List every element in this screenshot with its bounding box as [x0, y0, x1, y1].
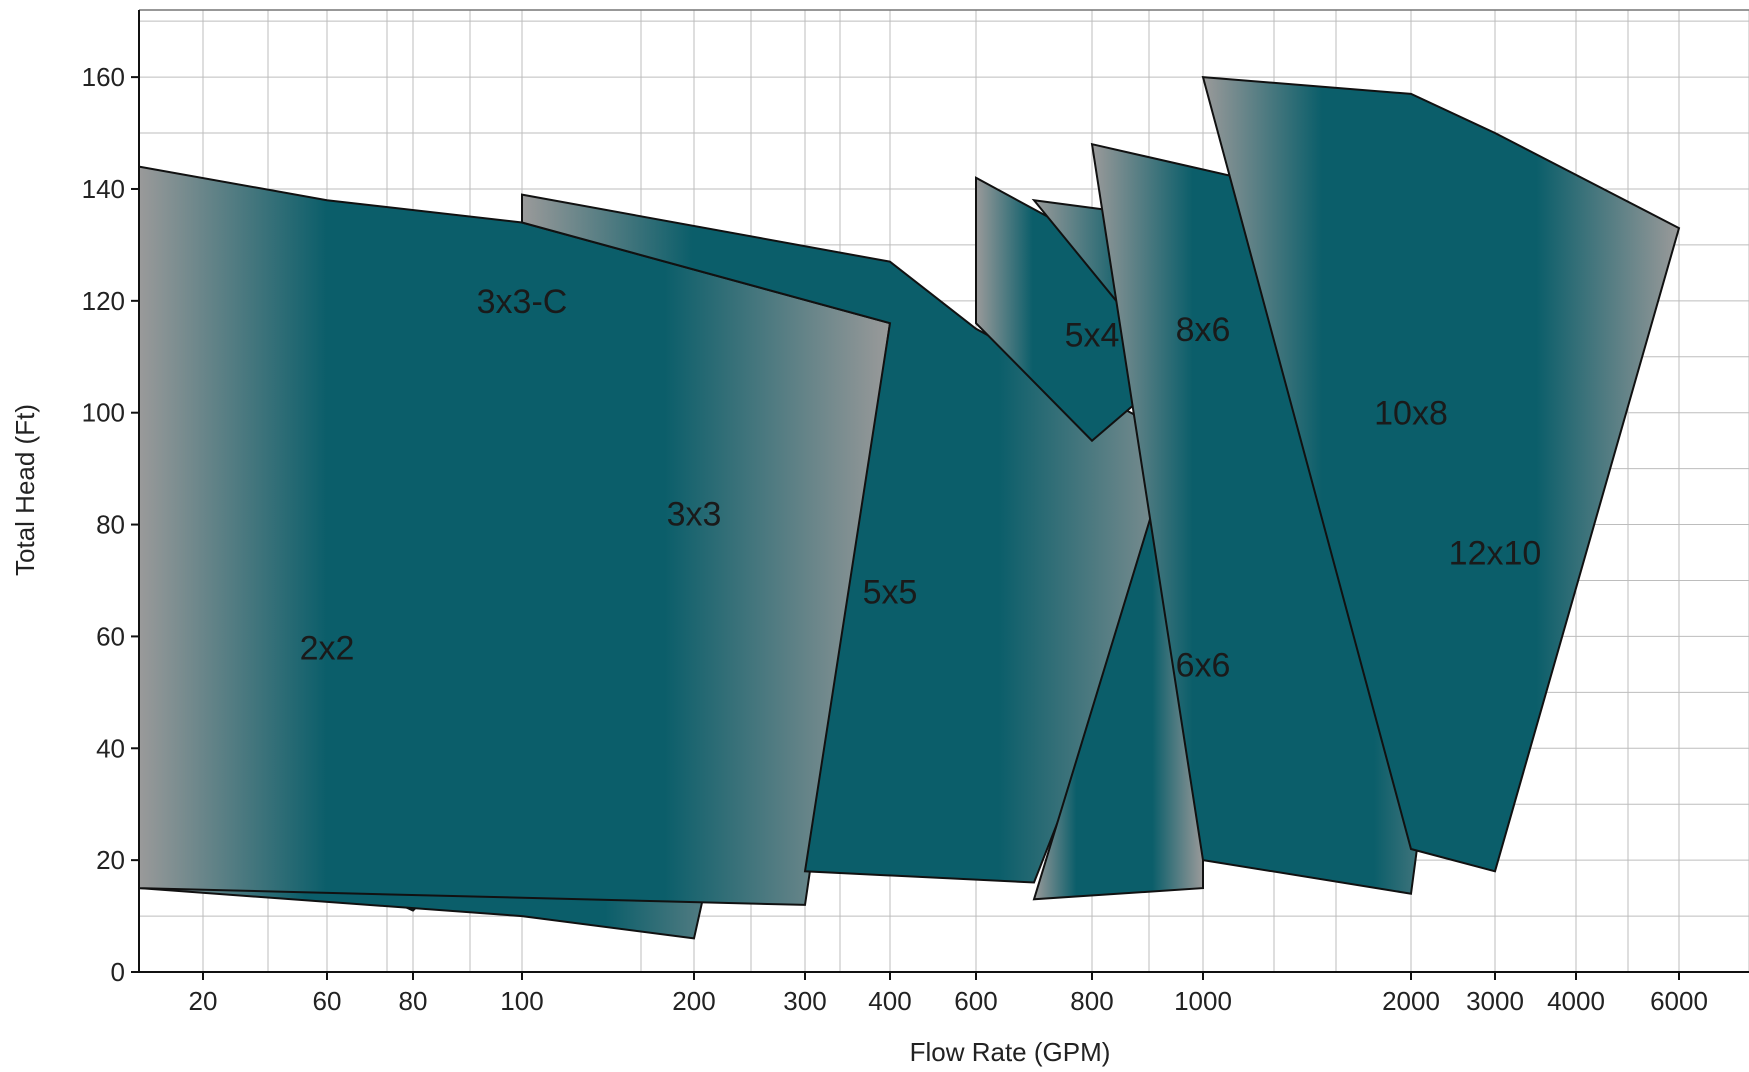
- region-label-3x3: 3x3: [667, 495, 722, 533]
- y-tick-label: 20: [96, 845, 125, 875]
- region-label-8x6: 8x6: [1176, 311, 1231, 349]
- y-tick-label: 100: [82, 398, 125, 428]
- x-tick-label: 80: [399, 986, 428, 1016]
- y-tick-label: 60: [96, 621, 125, 651]
- x-tick-label: 300: [783, 986, 826, 1016]
- x-tick-label: 100: [500, 986, 543, 1016]
- pump-regions: [138, 75, 1681, 940]
- y-tick-label: 140: [82, 174, 125, 204]
- y-tick-label: 160: [82, 62, 125, 92]
- region-12x10: [1201, 75, 1681, 873]
- region-label-12x10: 12x10: [1449, 535, 1542, 573]
- x-tick-label: 4000: [1547, 986, 1605, 1016]
- x-tick-label: 600: [954, 986, 997, 1016]
- x-tick-label: 400: [868, 986, 911, 1016]
- region-label-5x5: 5x5: [863, 574, 918, 612]
- x-tick-label: 1000: [1174, 986, 1232, 1016]
- x-tick-label: 800: [1070, 986, 1113, 1016]
- region-label-10x8: 10x8: [1374, 395, 1448, 433]
- x-tick-label: 2000: [1382, 986, 1440, 1016]
- region-label-3x3-C: 3x3-C: [477, 283, 568, 321]
- x-tick-label: 3000: [1466, 986, 1524, 1016]
- x-tick-label: 20: [189, 986, 218, 1016]
- x-tick-label: 60: [313, 986, 342, 1016]
- y-tick-label: 40: [96, 733, 125, 763]
- x-tick-label: 200: [672, 986, 715, 1016]
- x-tick-label: 6000: [1650, 986, 1708, 1016]
- region-label-6x6: 6x6: [1176, 646, 1231, 684]
- region-label-5x4: 5x4: [1065, 316, 1120, 354]
- y-axis-title: Total Head (Ft): [10, 404, 40, 576]
- y-tick-label: 80: [96, 510, 125, 540]
- x-axis-title: Flow Rate (GPM): [910, 1037, 1111, 1067]
- region-labels: 2x2 3x3 3x3-C 5x5 5x4 6x6 8x6 10x8 12x10: [300, 283, 1542, 685]
- y-tick-label: 0: [111, 957, 125, 987]
- axes: 0 20 40 60 80 100 120 140 160 20 60 80 100 200 300 400 6…: [82, 10, 1749, 1016]
- region-label-2x2: 2x2: [300, 630, 355, 668]
- y-tick-label: 120: [82, 286, 125, 316]
